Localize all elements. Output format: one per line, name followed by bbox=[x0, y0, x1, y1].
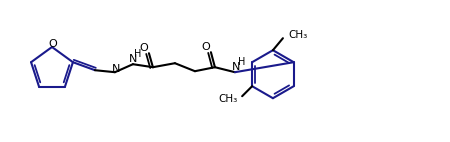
Text: H: H bbox=[134, 49, 142, 59]
Text: CH₃: CH₃ bbox=[288, 30, 307, 40]
Text: N: N bbox=[129, 54, 137, 64]
Text: N: N bbox=[112, 64, 120, 74]
Text: O: O bbox=[140, 43, 148, 53]
Text: O: O bbox=[49, 39, 58, 49]
Text: O: O bbox=[202, 42, 210, 52]
Text: CH₃: CH₃ bbox=[218, 94, 237, 104]
Text: N: N bbox=[232, 62, 240, 72]
Text: H: H bbox=[238, 57, 246, 67]
